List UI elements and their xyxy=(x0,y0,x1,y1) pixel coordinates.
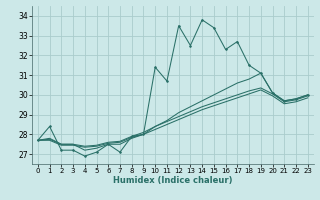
X-axis label: Humidex (Indice chaleur): Humidex (Indice chaleur) xyxy=(113,176,233,185)
